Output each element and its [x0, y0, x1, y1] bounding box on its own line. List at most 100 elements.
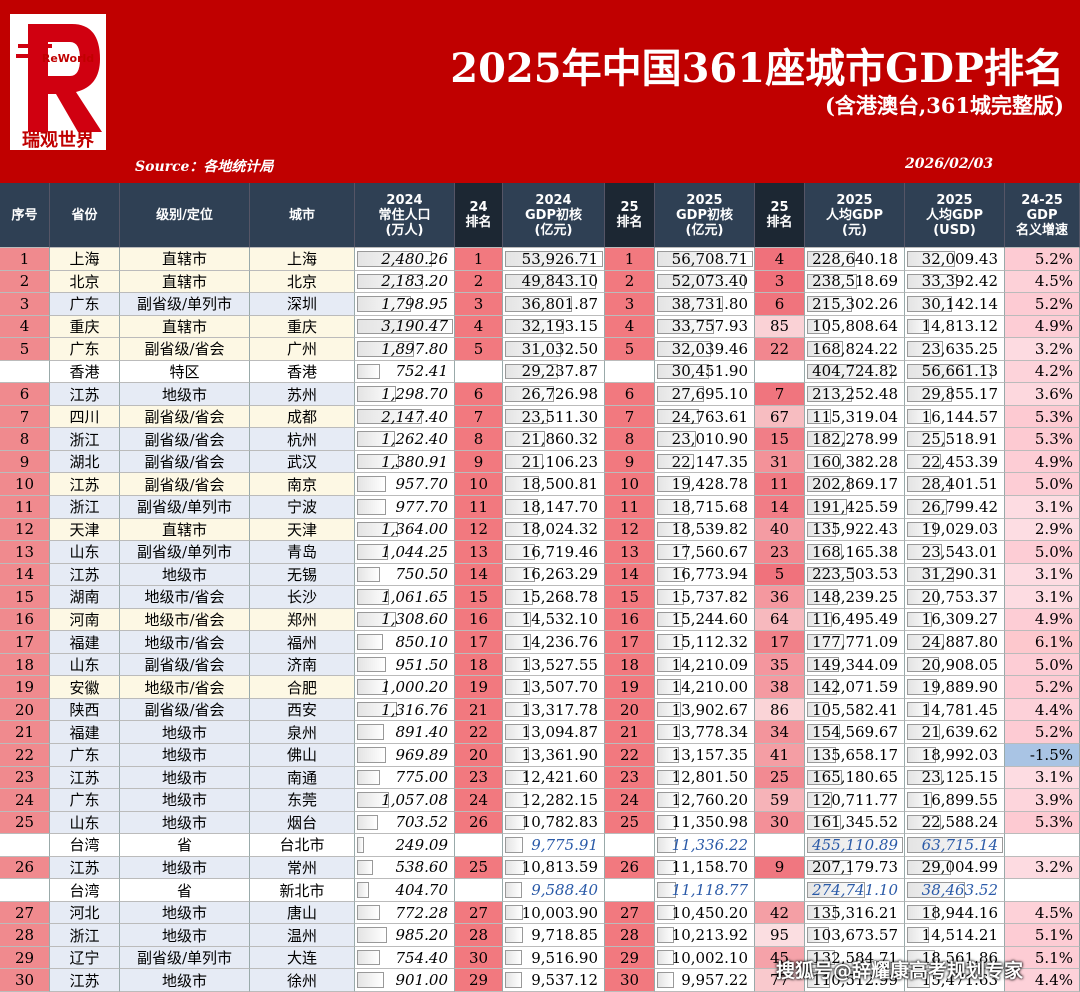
header-line: (亿元): [534, 222, 573, 238]
cell: 18,561.86: [905, 946, 1005, 970]
cell: 14: [0, 563, 50, 587]
data-bar: [505, 837, 523, 853]
cell-text: 1,798.95: [381, 294, 448, 313]
cell: 951.50: [355, 653, 455, 677]
cell: 广东: [50, 338, 120, 361]
cell: 无锡: [250, 563, 355, 587]
data-bar: [505, 792, 528, 808]
cell: 25: [0, 811, 50, 835]
cell-text: 160,382.28: [812, 452, 898, 471]
cell: 1: [455, 248, 503, 271]
cell: 地级市: [120, 856, 250, 880]
cell-text: 16,773.94: [671, 565, 748, 584]
cell-text: 副省级/省会: [144, 408, 225, 427]
cell-text: 山东: [69, 543, 100, 562]
cell-text: 1,061.65: [381, 587, 448, 606]
cell-text: 14,514.21: [921, 926, 998, 945]
cell: 唐山: [250, 901, 355, 925]
cell-text: 13,094.87: [521, 723, 598, 742]
cell: 广东: [50, 293, 120, 316]
cell: 5.2%: [1005, 676, 1080, 699]
cell-text: 陕西: [69, 701, 100, 720]
cell-text: 23,635.25: [921, 339, 998, 358]
cell: [605, 834, 655, 857]
cell: 4: [0, 315, 50, 339]
cell-text: 11: [769, 475, 790, 494]
cell: 台湾: [50, 834, 120, 857]
cell-text: 13,902.67: [671, 700, 748, 719]
cell-text: 25: [769, 768, 790, 787]
cell: 148,239.25: [805, 586, 905, 609]
cell-text: 5.1%: [1034, 948, 1073, 967]
cell: 28: [605, 924, 655, 947]
cell: 53,926.71: [503, 248, 605, 271]
data-bar: [907, 318, 930, 335]
data-bar: [357, 769, 381, 786]
cell: [1005, 834, 1080, 857]
cell: 23,511.30: [503, 405, 605, 429]
cell-text: 2,480.26: [381, 249, 448, 268]
cell-text: 12: [468, 520, 489, 539]
header-line: 2024: [386, 192, 423, 208]
header-line: 24-25: [1021, 192, 1063, 208]
cell: 12: [0, 518, 50, 542]
cell: 132,584.71: [805, 946, 905, 970]
data-bar: [907, 453, 941, 470]
cell-text: 河北: [69, 904, 100, 923]
subtitle: (含港澳台,361城完整版): [824, 93, 1064, 118]
cell-text: 891.40: [395, 723, 449, 742]
data-bar: [657, 431, 696, 447]
cell-text: 977.70: [395, 497, 449, 516]
cell: 14: [755, 496, 805, 519]
logo-brand: ReWorld: [42, 52, 94, 65]
data-bar: [505, 656, 530, 673]
cell-text: 40: [769, 520, 790, 539]
data-bar: [505, 679, 530, 695]
cell-text: 合肥: [286, 678, 317, 697]
cell: 12: [455, 518, 503, 542]
cell-text: 地级市/省会: [144, 610, 225, 629]
cell-text: 福建: [69, 633, 100, 652]
cell-text: 省: [176, 881, 192, 900]
cell-text: 15,244.60: [671, 610, 748, 629]
cell: 215,302.26: [805, 293, 905, 316]
cell: 23: [755, 541, 805, 564]
cell-text: 5.2%: [1034, 294, 1073, 313]
cell: 杭州: [250, 428, 355, 451]
cell: 1: [0, 248, 50, 271]
cell-text: 10,813.59: [521, 858, 598, 877]
cell: 29,237.87: [503, 360, 605, 384]
cell-text: 25,518.91: [921, 430, 998, 449]
cell-text: 无锡: [286, 565, 317, 584]
data-bar: [807, 972, 831, 988]
cell: 38: [755, 676, 805, 699]
cell-text: 地级市/省会: [144, 678, 225, 697]
cell: 135,658.17: [805, 744, 905, 767]
cell: 副省级/单列市: [120, 293, 250, 316]
cell: 西安: [250, 698, 355, 722]
header-line: 排名: [616, 215, 643, 230]
cell-text: 东莞: [286, 791, 317, 810]
cell-text: 香港: [286, 362, 317, 381]
cell: 135,922.43: [805, 518, 905, 542]
cell: 地级市: [120, 383, 250, 406]
cell-text: 20,908.05: [921, 655, 998, 674]
cell: 18: [455, 653, 503, 677]
cell-text: 31,290.31: [921, 565, 998, 584]
cell: 7: [605, 405, 655, 429]
cell: 28: [455, 924, 503, 947]
data-bar: [907, 679, 937, 695]
cell: 223,503.53: [805, 563, 905, 587]
cell: 3.6%: [1005, 383, 1080, 406]
cell-text: 重庆: [69, 317, 100, 336]
cell: 福州: [250, 631, 355, 654]
cell-text: 14: [468, 565, 489, 584]
data-bar: [807, 656, 839, 673]
cell-text: 20: [468, 745, 489, 764]
cell-text: 10,003.90: [521, 903, 598, 922]
cell: 33,392.42: [905, 270, 1005, 294]
cell-text: 32,039.46: [671, 339, 748, 358]
cell: 19: [455, 676, 503, 699]
cell-text: 15: [619, 587, 640, 606]
data-bar: [357, 386, 397, 402]
